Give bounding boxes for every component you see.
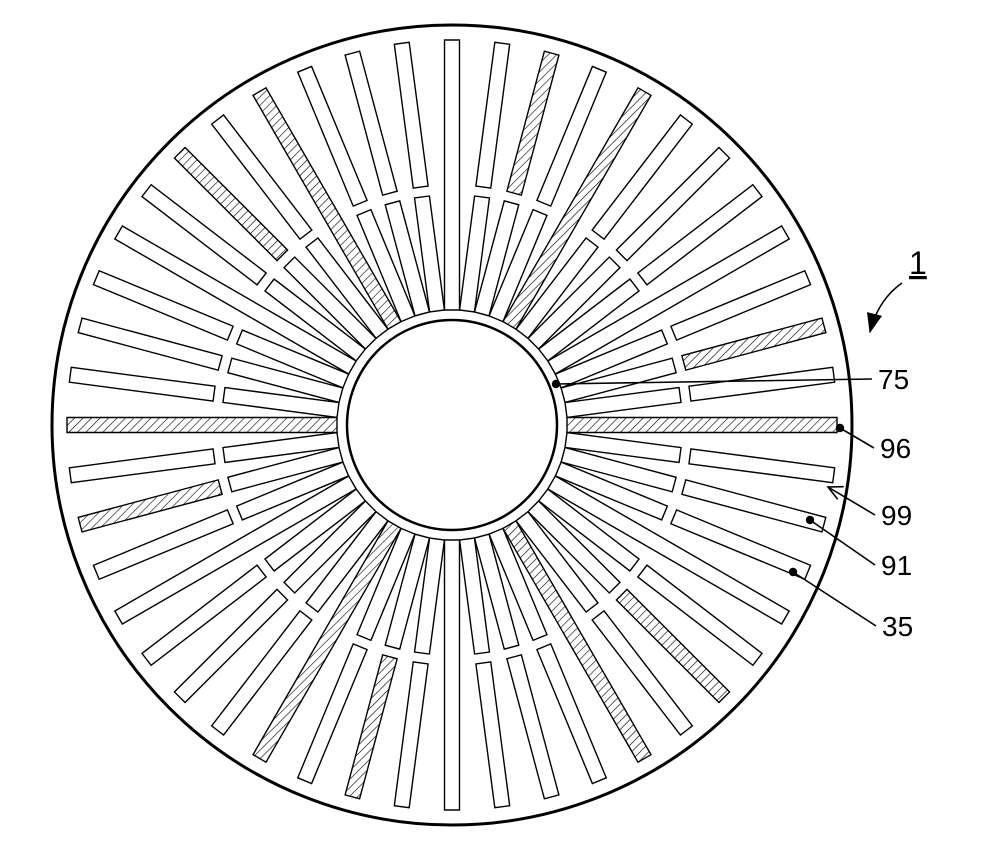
radial-bar [567, 418, 837, 433]
callout-dot [806, 516, 814, 524]
label-1: 1 [909, 245, 927, 281]
callout-dot [789, 568, 797, 576]
label-99: 99 [881, 500, 912, 531]
diagram-canvas: 1 75 96 99 91 35 [0, 0, 1000, 858]
callout-arrowhead [868, 313, 882, 332]
callout-dot [836, 424, 844, 432]
radial-bar [67, 418, 337, 433]
radial-bar [445, 540, 460, 810]
label-35: 35 [882, 611, 913, 642]
callout-dot [552, 380, 560, 388]
label-96: 96 [880, 433, 911, 464]
label-75: 75 [878, 364, 909, 395]
label-91: 91 [881, 550, 912, 581]
disc-hole [347, 320, 557, 530]
radial-bar [445, 40, 460, 310]
